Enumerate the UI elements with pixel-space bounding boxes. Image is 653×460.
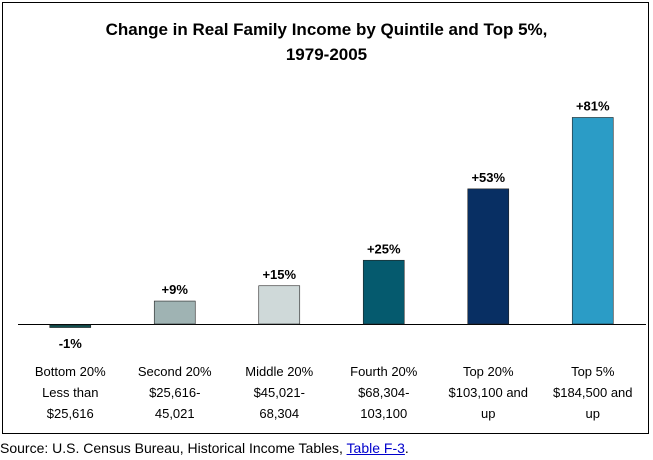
chart-frame: Change in Real Family Income by Quintile… [2, 2, 649, 434]
category-label: Less than [42, 385, 98, 400]
category-label: 103,100 [360, 406, 407, 421]
category-label: Second 20% [138, 364, 212, 379]
data-label: +15% [262, 267, 296, 282]
category-label: $45,021- [254, 385, 305, 400]
category-label: $68,304- [358, 385, 409, 400]
bar [153, 300, 196, 325]
data-label: -1% [59, 336, 83, 351]
category-label: Top 20% [463, 364, 514, 379]
data-label: +81% [576, 98, 610, 113]
category-label: 45,021 [155, 406, 195, 421]
chart-title: Change in Real Family Income by Quintile… [3, 17, 650, 67]
category-label: $25,616- [149, 385, 200, 400]
data-label: +9% [162, 282, 189, 297]
chart-title-line-1: Change in Real Family Income by Quintile… [105, 20, 548, 39]
category-label: up [481, 406, 495, 421]
bar [49, 324, 92, 328]
category-label: $184,500 and [553, 385, 633, 400]
data-label: +25% [367, 241, 401, 256]
category-label: $103,100 and [448, 385, 528, 400]
category-label: up [586, 406, 600, 421]
bar [258, 285, 301, 325]
category-label: 68,304 [259, 406, 299, 421]
category-label: Bottom 20% [35, 364, 106, 379]
source-text: Source: U.S. Census Bureau, Historical I… [0, 440, 347, 456]
category-label: Top 5% [571, 364, 615, 379]
source-link[interactable]: Table F-3 [346, 440, 405, 456]
data-label: +53% [471, 170, 505, 185]
source-note: Source: U.S. Census Bureau, Historical I… [0, 440, 409, 456]
bar-chart: -1% Bottom 20% Less than $25,616 +9% Second 2… [18, 98, 646, 421]
category-label: Fourth 20% [350, 364, 418, 379]
bar [362, 259, 405, 325]
category-label: $25,616 [47, 406, 94, 421]
bar [467, 188, 510, 325]
source-suffix: . [404, 440, 409, 456]
bar [571, 117, 614, 325]
chart-title-line-2: 1979-2005 [285, 45, 368, 64]
category-label: Middle 20% [245, 364, 313, 379]
